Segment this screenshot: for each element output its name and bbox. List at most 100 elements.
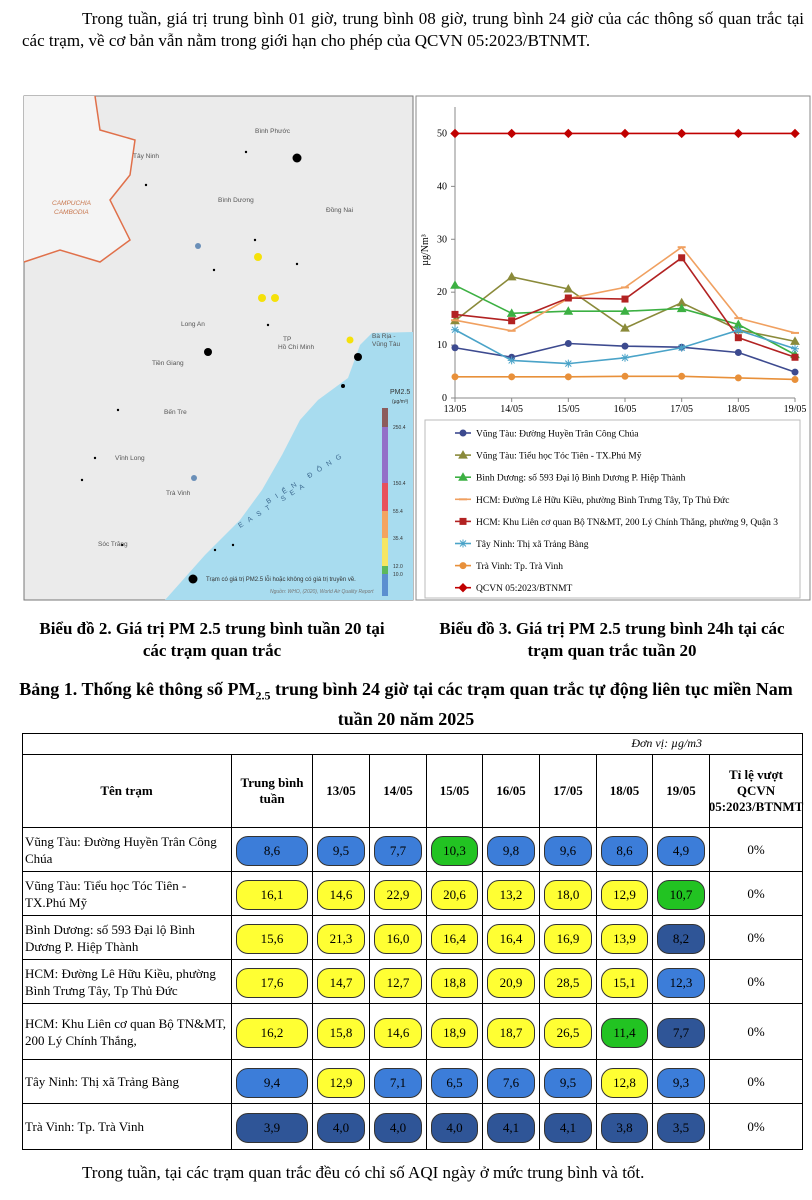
value-pill: 4,1 <box>487 1112 535 1143</box>
value-pill: 16,9 <box>544 923 592 954</box>
value-pill: 16,2 <box>236 1017 308 1048</box>
header-cell: 18/05 <box>597 755 653 828</box>
map-label: CAMPUCHIA <box>52 200 91 207</box>
legend-marker <box>458 582 468 593</box>
value-pill: 6,5 <box>431 1067 478 1098</box>
value-pill: 18,0 <box>544 879 592 910</box>
data-point <box>564 340 572 348</box>
exceed-rate: 0% <box>710 1060 803 1104</box>
value-cell: 7,7 <box>653 1004 710 1060</box>
data-point <box>791 344 799 353</box>
data-point <box>733 128 744 139</box>
map-cambodia <box>24 96 135 262</box>
data-point <box>507 356 516 365</box>
x-tick-label: 15/05 <box>557 404 580 415</box>
legend-label: Trà Vinh: Tp. Trà Vinh <box>476 562 563 572</box>
value-cell: 4,0 <box>370 1104 427 1150</box>
legend-marker <box>459 517 467 525</box>
value-cell: 9,3 <box>653 1060 710 1104</box>
legend-label: Bình Dương: số 593 Đại lộ Bình Dương P. … <box>476 473 686 484</box>
y-tick-label: 20 <box>437 287 447 298</box>
value-pill: 7,7 <box>657 1017 705 1048</box>
value-pill: 18,7 <box>487 1017 535 1048</box>
value-pill: 9,6 <box>544 835 592 866</box>
value-cell: 12,3 <box>653 960 710 1004</box>
value-pill: 20,6 <box>431 879 478 910</box>
map-label: Trà Vinh <box>166 490 191 497</box>
value-cell: 4,1 <box>483 1104 540 1150</box>
data-point <box>620 128 630 139</box>
data-point <box>563 283 574 293</box>
map-sea <box>165 332 413 600</box>
value-pill: 12,8 <box>601 1067 648 1098</box>
header-cell: 14/05 <box>370 755 427 828</box>
value-pill: 13,2 <box>487 879 535 910</box>
value-cell: 10,7 <box>653 872 710 916</box>
exceed-rate: 0% <box>710 1004 803 1060</box>
exceed-rate: 0% <box>710 1104 803 1150</box>
data-point <box>450 280 460 289</box>
value-pill: 9,3 <box>657 1067 705 1098</box>
legend-marker <box>459 539 467 548</box>
legend-label: QCVN 05:2023/BTNMT <box>476 584 573 594</box>
data-point <box>621 342 629 350</box>
value-cell: 13,9 <box>597 916 653 960</box>
caption: Biểu đồ 2. Giá trị PM 2.5 trung bình tuầ… <box>39 619 385 660</box>
data-point <box>450 128 460 139</box>
header-cell: 15/05 <box>427 755 483 828</box>
map-blue-dots <box>191 243 201 481</box>
data-point <box>791 375 799 383</box>
map-label: Vĩnh Long <box>115 455 145 462</box>
map-label: Tiền Giang <box>152 358 184 367</box>
value-pill: 9,4 <box>236 1067 308 1098</box>
map-label: Sóc Trăng <box>98 541 128 548</box>
data-point <box>451 310 459 318</box>
map-dots <box>80 150 362 584</box>
value-cell: 16,4 <box>483 916 540 960</box>
data-point <box>678 254 686 262</box>
value-cell: 17,6 <box>232 960 313 1004</box>
data-point <box>734 374 742 382</box>
value-pill: 12,9 <box>601 879 648 910</box>
map-label: Bà Rịa - <box>372 333 395 340</box>
value-pill: 21,3 <box>317 923 365 954</box>
value-cell: 6,5 <box>427 1060 483 1104</box>
value-cell: 9,5 <box>313 828 370 872</box>
value-cell: 12,9 <box>313 1060 370 1104</box>
legend-swatch <box>382 566 388 574</box>
data-point <box>506 271 517 281</box>
map-source: Nguồn: WHO, (2020), World Air Quality Re… <box>270 589 374 595</box>
data-point <box>791 353 799 361</box>
header-cell: 17/05 <box>540 755 597 828</box>
data-point <box>451 344 459 352</box>
value-cell: 16,1 <box>232 872 313 916</box>
value-pill: 18,9 <box>431 1017 478 1048</box>
station-name: Trà Vinh: Tp. Trà Vinh <box>22 1104 232 1150</box>
map-label: Đồng Nai <box>326 205 353 214</box>
value-cell: 16,4 <box>427 916 483 960</box>
value-pill: 20,9 <box>487 967 535 998</box>
data-point <box>508 373 516 381</box>
value-cell: 9,5 <box>540 1060 597 1104</box>
data-point <box>451 325 459 334</box>
y-tick-label: 10 <box>437 340 447 351</box>
data-point <box>677 343 686 352</box>
value-pill: 28,5 <box>544 967 592 998</box>
data-point <box>676 303 687 313</box>
value-pill: 11,4 <box>601 1017 648 1048</box>
legend-swatch <box>382 511 388 538</box>
map-label: Bến Tre <box>164 407 187 416</box>
value-pill: 3,8 <box>601 1112 648 1143</box>
value-pill: 16,4 <box>431 923 478 954</box>
figures: Bình Phước Tây Ninh CAMPUCHIA CAMBODIA B… <box>23 95 811 601</box>
legend-label: Tây Ninh: Thị xã Trảng Bàng <box>476 540 589 550</box>
value-pill: 16,1 <box>236 879 308 910</box>
value-cell: 4,1 <box>540 1104 597 1150</box>
value-pill: 15,1 <box>601 967 648 998</box>
data-point <box>734 334 742 342</box>
value-cell: 10,3 <box>427 828 483 872</box>
value-pill: 15,8 <box>317 1017 365 1048</box>
value-pill: 12,9 <box>317 1067 365 1098</box>
value-cell: 18,9 <box>427 1004 483 1060</box>
